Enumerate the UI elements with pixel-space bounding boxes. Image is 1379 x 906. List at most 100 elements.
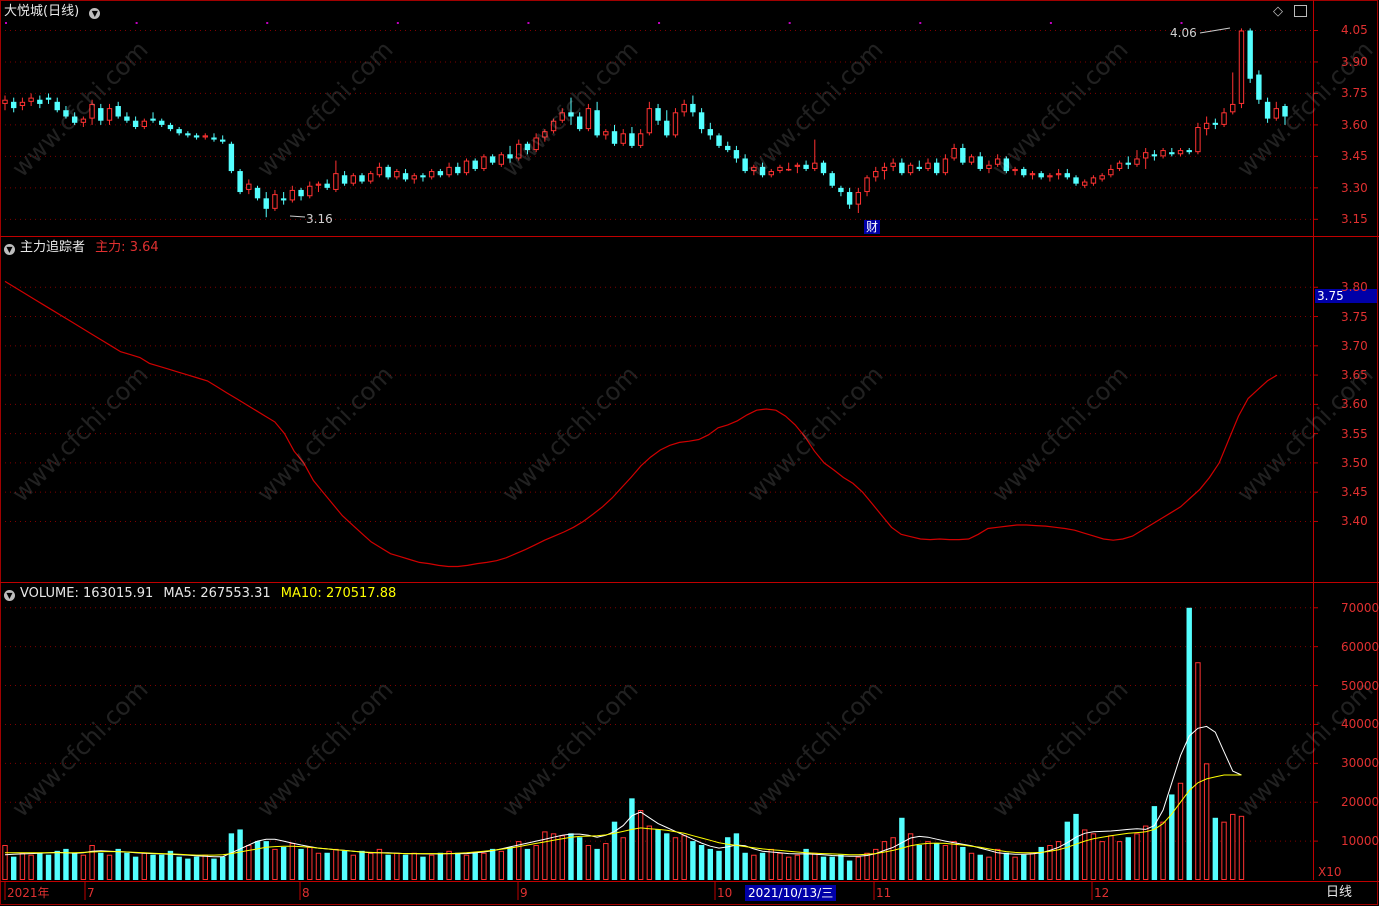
volume-bar: [185, 858, 191, 880]
y-tick-label: 3.30: [1341, 180, 1368, 195]
volume-bar: [115, 848, 121, 880]
volume-bar: [211, 858, 217, 880]
y-tick-label: 3.80: [1341, 280, 1368, 295]
window-icon[interactable]: [1294, 5, 1307, 17]
candle-body: [925, 162, 931, 169]
candle-body: [11, 101, 17, 109]
candle-body: [1264, 101, 1271, 119]
volume-bar: [11, 856, 17, 880]
ma5-label: MA5:: [163, 586, 197, 601]
volume-bar: [777, 852, 783, 880]
candle-body: [1247, 30, 1253, 79]
volume-bar: [1003, 852, 1010, 880]
y-tick-label: 3.40: [1341, 514, 1368, 529]
volume-bar: [855, 856, 862, 881]
volume-bar: [37, 852, 43, 880]
volume-bar: [141, 852, 148, 880]
candle-body: [437, 171, 444, 176]
volume-bar: [420, 856, 426, 880]
candle-body: [28, 97, 34, 102]
volume-bar: [559, 835, 565, 880]
candle-body: [994, 158, 1001, 165]
candle-body: [568, 112, 574, 117]
x-tick-label: 9: [520, 886, 528, 900]
candle-body: [202, 135, 208, 138]
volume-bar: [132, 856, 139, 880]
x-tick-label: 12: [1094, 886, 1110, 900]
candle-body: [289, 189, 296, 201]
volume-bar: [315, 852, 322, 880]
candle-body: [846, 192, 853, 205]
chevron-down-icon[interactable]: ▼: [4, 590, 15, 601]
volume-bar: [1099, 841, 1105, 880]
volume-bar: [664, 833, 670, 880]
candle-body: [1047, 175, 1053, 178]
volume-bar: [280, 846, 287, 880]
volume-bar: [533, 845, 539, 880]
candle-body: [907, 164, 914, 174]
volume-bar: [219, 856, 226, 880]
volume-bar: [672, 837, 679, 881]
chevron-down-icon[interactable]: ▼: [4, 244, 15, 255]
y-tick-label: 3.50: [1341, 455, 1368, 470]
volume-bar: [481, 852, 487, 880]
event-dot: [1049, 22, 1052, 24]
y-tick-label: 30000: [1341, 756, 1379, 771]
candle-body: [1238, 30, 1245, 104]
volume-bar: [1116, 841, 1123, 880]
y-tick-label: 3.60: [1341, 397, 1368, 412]
candle-body: [864, 177, 870, 193]
volume-bar: [150, 854, 156, 880]
chart-title: 大悦城(日线): [4, 4, 80, 19]
candle-body: [785, 168, 792, 171]
x-tick-label: 11: [876, 886, 892, 900]
event-dot: [266, 22, 269, 24]
volume-bar: [1221, 821, 1227, 881]
indicator-line-name: 主力:: [95, 240, 126, 255]
volume-bar-layer: [2, 607, 1245, 881]
candle-body: [1203, 122, 1210, 130]
volume-bar: [1142, 825, 1149, 880]
candle-body: [463, 160, 470, 174]
ma10-line: [5, 774, 1242, 856]
candle-body: [80, 118, 87, 123]
cursor-date: 2021/10/13/三: [745, 885, 837, 901]
volume-bar: [873, 848, 879, 881]
candle-body: [307, 185, 313, 197]
x-tick-label: 10: [717, 886, 733, 900]
candle-body: [1142, 152, 1149, 159]
chevron-down-icon[interactable]: ▼: [89, 8, 101, 19]
volume-bar: [507, 846, 513, 880]
high-price-label: 4.06: [1170, 26, 1197, 40]
volume-bar: [576, 837, 583, 880]
volume-bar: [585, 845, 592, 880]
indicator-line-layer: [4, 280, 1278, 568]
volume-bar: [176, 856, 182, 880]
volume-bar: [289, 843, 296, 880]
diamond-icon[interactable]: ◇: [1273, 4, 1283, 19]
y-tick-label: 3.65: [1341, 368, 1368, 383]
candle-body: [402, 173, 409, 180]
volume-bar: [646, 825, 653, 880]
volume-bar: [725, 837, 731, 880]
candle-body: [219, 139, 226, 142]
volume-bar: [707, 848, 714, 880]
volume-bar: [603, 843, 609, 880]
financial-report-marker[interactable]: 财: [864, 220, 881, 234]
period-label[interactable]: 日线: [1326, 885, 1353, 900]
candle-body: [751, 166, 757, 172]
y-tick-label: 40000: [1341, 717, 1379, 732]
candle-body: [681, 103, 687, 113]
event-dot: [396, 22, 399, 24]
candle-body: [716, 135, 722, 146]
event-dot: [1180, 22, 1183, 24]
candle-body: [368, 173, 374, 182]
volume-bar: [394, 852, 400, 880]
candle-body: [855, 192, 862, 205]
volume-bar: [124, 852, 130, 880]
candle-body: [759, 166, 766, 176]
candle-body: [428, 171, 435, 178]
candle-body: [315, 183, 322, 186]
